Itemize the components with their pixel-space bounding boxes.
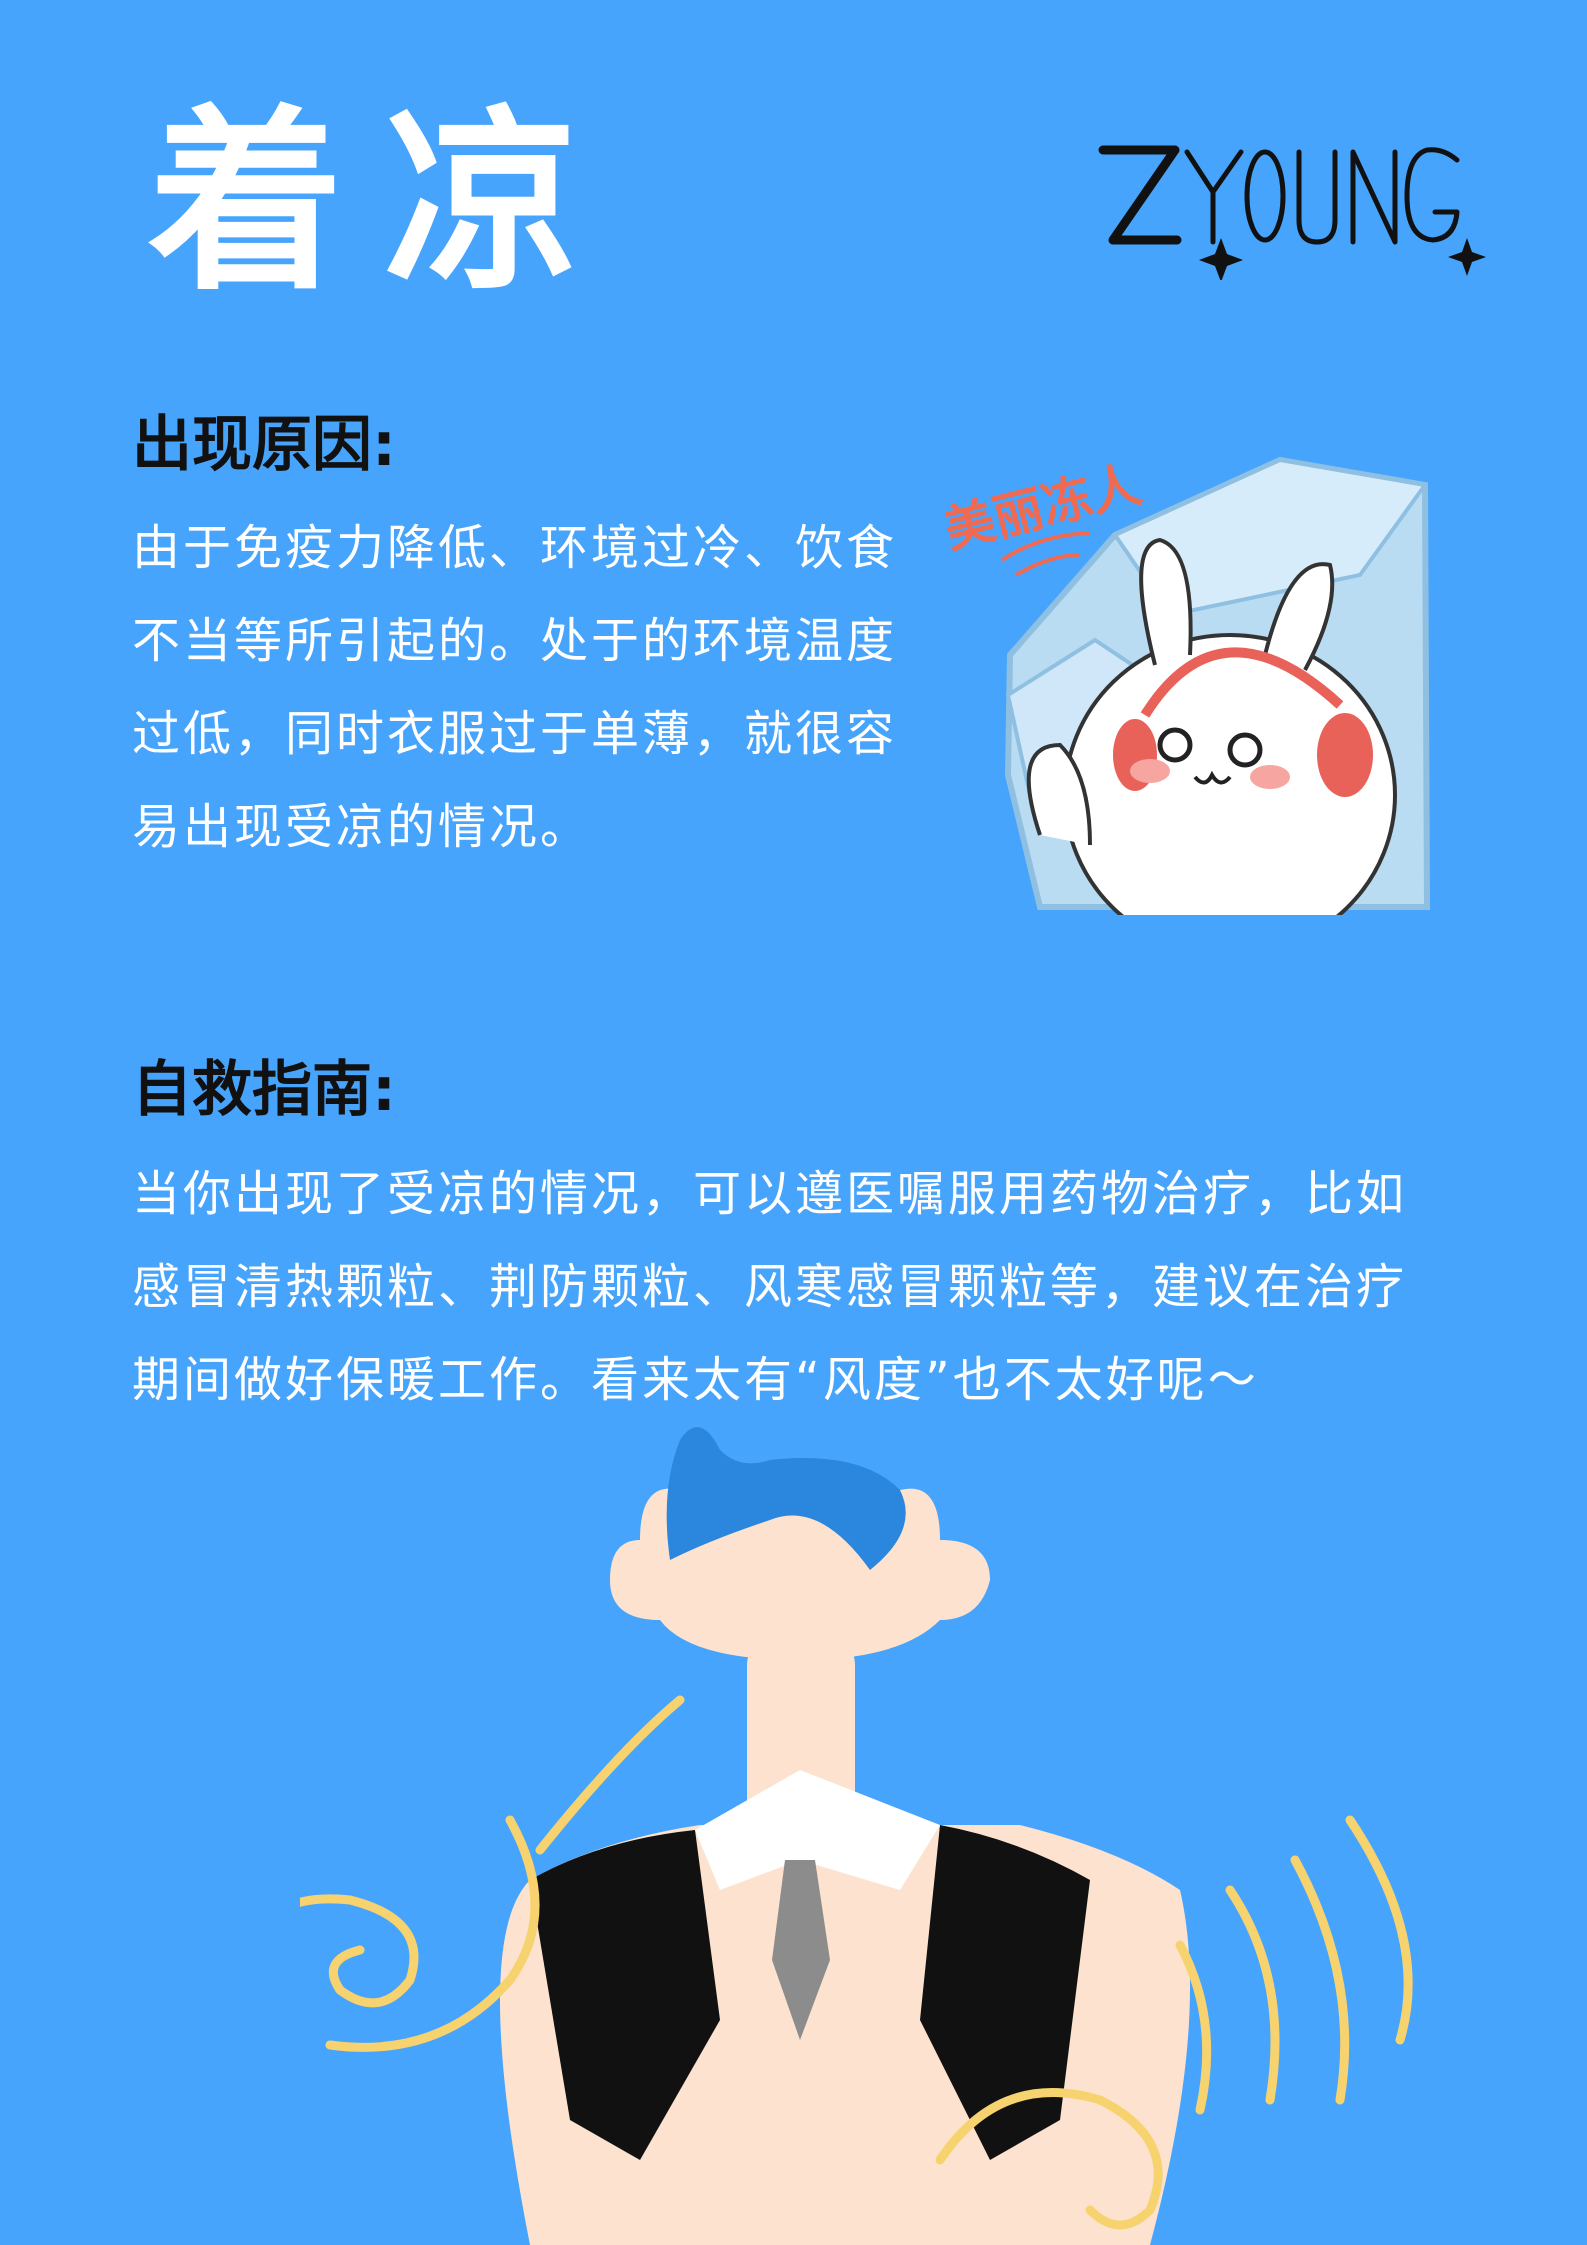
brand-logo bbox=[1098, 145, 1486, 280]
causes-heading: 出现原因: bbox=[132, 410, 396, 480]
ice-bunny-sticker: 美丽冻人 bbox=[939, 455, 1431, 915]
guide-text: 当你出现了受凉的情况，可以遵医嘱服用药物治疗，比如感冒清热颗粒、荆防颗粒、风寒感… bbox=[132, 1166, 1408, 1408]
causes-text: 由于免疫力降低、环境过冷、饮食不当等所引起的。处于的环境温度过低，同时衣服过于单… bbox=[132, 520, 898, 855]
sparkle-icon bbox=[1199, 238, 1486, 280]
guide-heading: 自救指南: bbox=[132, 1055, 396, 1125]
page-title: 着凉 bbox=[148, 89, 621, 317]
person-illustration bbox=[300, 1427, 1413, 2245]
